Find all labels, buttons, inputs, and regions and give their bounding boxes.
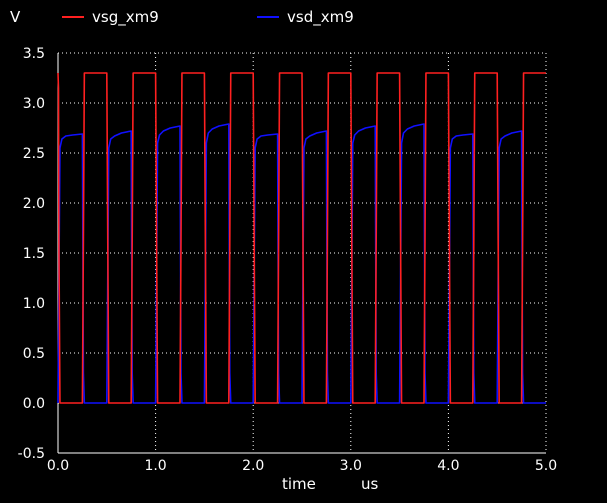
y-tick-label: 2.5 xyxy=(23,146,45,162)
x-tick-label: 0.0 xyxy=(47,458,69,474)
y-axis-label: V xyxy=(10,8,21,26)
x-tick-label: 2.0 xyxy=(242,458,264,474)
tick-labels: 3.53.02.52.01.51.00.50.0-0.50.0 1.0 2.0 3.0… xyxy=(18,46,557,474)
x-tick-label: 1.0 xyxy=(144,458,166,474)
x-axis-unit: us xyxy=(361,475,379,493)
x-tick-label: 3.0 xyxy=(340,458,362,474)
y-tick-label: 0.0 xyxy=(23,396,45,412)
y-tick-label: 1.5 xyxy=(23,246,45,262)
x-axis-label: time xyxy=(282,475,316,493)
y-tick-label: 3.0 xyxy=(23,96,45,112)
series-line-vsd_xm9 xyxy=(57,123,546,404)
legend-label: vsd_xm9 xyxy=(287,8,354,27)
y-tick-label: 3.5 xyxy=(23,46,45,62)
x-tick-label: 5.0 xyxy=(535,458,557,474)
y-tick-label: 2.0 xyxy=(23,196,45,212)
legend: vsg_xm9 vsd_xm9 xyxy=(62,8,354,27)
legend-label: vsg_xm9 xyxy=(92,8,159,27)
x-tick-label: 4.0 xyxy=(437,458,459,474)
y-tick-label: 0.5 xyxy=(23,346,45,362)
series-layer xyxy=(57,72,546,404)
y-tick-label: -0.5 xyxy=(18,446,45,462)
y-tick-label: 1.0 xyxy=(23,296,45,312)
series-line-vsg_xm9 xyxy=(57,72,546,404)
